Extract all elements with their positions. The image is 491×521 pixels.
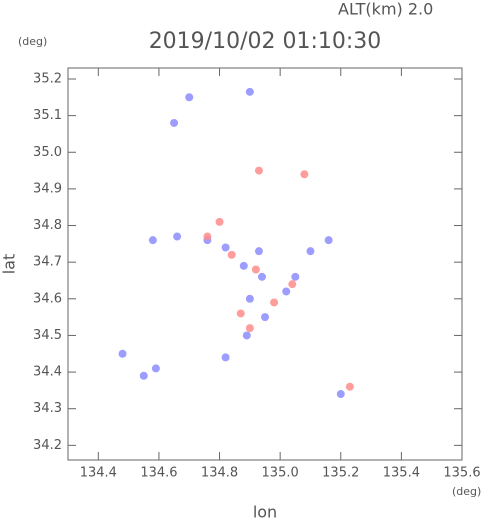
echo-point xyxy=(288,280,297,289)
y-tick-label: 34.7 xyxy=(33,255,62,270)
echo-point xyxy=(336,390,345,399)
echo-point xyxy=(345,382,354,391)
echo-point xyxy=(324,236,333,245)
echo-point xyxy=(251,265,260,274)
y-tick-label: 34.8 xyxy=(33,218,62,233)
x-tick-label: 135.6 xyxy=(443,466,480,481)
echo-point xyxy=(300,170,309,179)
plot-frame xyxy=(67,67,463,461)
y-tick-label: 35.0 xyxy=(33,145,62,160)
x-tick-label: 135.0 xyxy=(262,466,299,481)
y-unit: (deg) xyxy=(18,35,47,48)
echo-point xyxy=(221,353,230,362)
echo-point xyxy=(242,331,251,340)
echo-point xyxy=(245,294,254,303)
y-tick-label: 34.6 xyxy=(33,291,62,306)
echo-point xyxy=(239,261,248,270)
y-axis-label: lat xyxy=(0,254,19,275)
chart-subtitle: ALT(km) 2.0 xyxy=(338,0,433,19)
echo-point xyxy=(170,118,179,127)
y-tick-label: 35.2 xyxy=(33,71,62,86)
x-tick-label: 134.6 xyxy=(140,466,177,481)
y-tick-label: 34.2 xyxy=(33,438,62,453)
echo-point xyxy=(261,313,269,322)
echo-point xyxy=(118,349,127,358)
x-tick-label: 135.2 xyxy=(322,466,359,481)
y-tick-label: 34.3 xyxy=(33,401,62,416)
echo-point xyxy=(270,298,279,307)
x-tick-label: 135.4 xyxy=(383,466,420,481)
echo-point xyxy=(282,287,291,296)
y-tick-label: 34.5 xyxy=(33,328,62,343)
echo-point xyxy=(173,232,182,241)
echo-point xyxy=(254,166,263,175)
echo-point xyxy=(151,364,160,373)
echo-point xyxy=(227,250,236,259)
echo-point xyxy=(291,272,300,281)
echo-point xyxy=(148,236,157,245)
echo-point xyxy=(139,371,148,380)
echo-point xyxy=(245,324,254,333)
chart-title: 2019/10/02 01:10:30 xyxy=(149,29,382,54)
x-unit: (deg) xyxy=(452,485,481,498)
y-tick-label: 34.4 xyxy=(33,365,62,380)
echo-point xyxy=(254,247,263,256)
echo-point xyxy=(306,247,315,256)
echo-point xyxy=(245,87,254,96)
echo-point xyxy=(215,217,224,226)
echo-point xyxy=(221,243,230,252)
echo-point xyxy=(203,232,212,241)
x-axis-label: lon xyxy=(253,503,277,521)
y-tick-label: 35.1 xyxy=(33,108,62,123)
echo-point xyxy=(257,272,266,281)
x-tick-label: 134.4 xyxy=(80,466,117,481)
y-tick-label: 34.9 xyxy=(33,181,62,196)
echo-point xyxy=(185,93,194,102)
echo-point xyxy=(236,309,245,318)
x-tick-label: 134.8 xyxy=(201,466,238,481)
